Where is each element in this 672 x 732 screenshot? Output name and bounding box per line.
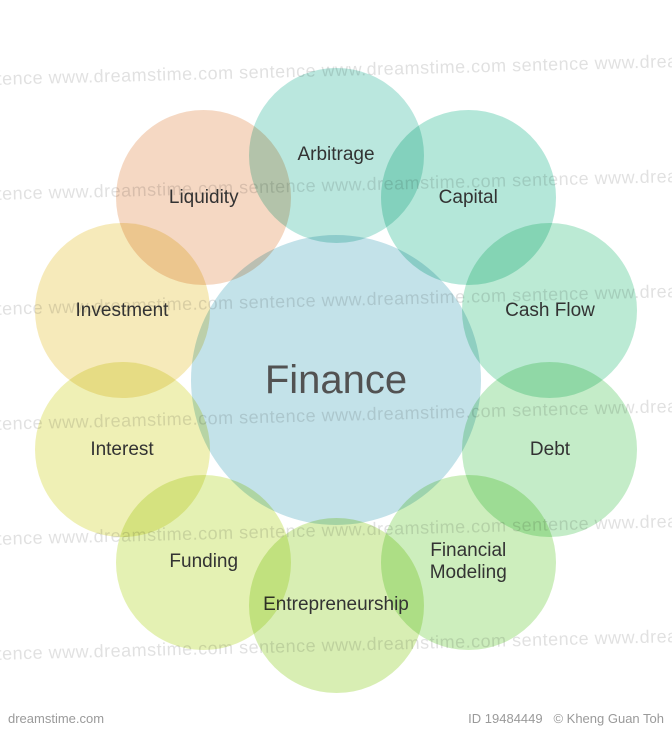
outer-label: Investment xyxy=(37,300,207,322)
outer-label: Funding xyxy=(119,551,289,573)
outer-label: Cash Flow xyxy=(465,300,635,322)
attribution-right: ID 19484449 © Kheng Guan Toh xyxy=(468,711,664,726)
attribution-credit: © Kheng Guan Toh xyxy=(553,711,664,726)
outer-label: Debt xyxy=(465,439,635,461)
attribution-site: dreamstime.com xyxy=(8,711,104,726)
outer-label: Liquidity xyxy=(119,187,289,209)
diagram-canvas: sentence www.dreamstime.com sentence www… xyxy=(0,0,672,732)
attribution-id: ID 19484449 xyxy=(468,711,542,726)
center-label: Finance xyxy=(265,358,407,403)
outer-label: Capital xyxy=(383,187,553,209)
outer-label: Interest xyxy=(37,439,207,461)
